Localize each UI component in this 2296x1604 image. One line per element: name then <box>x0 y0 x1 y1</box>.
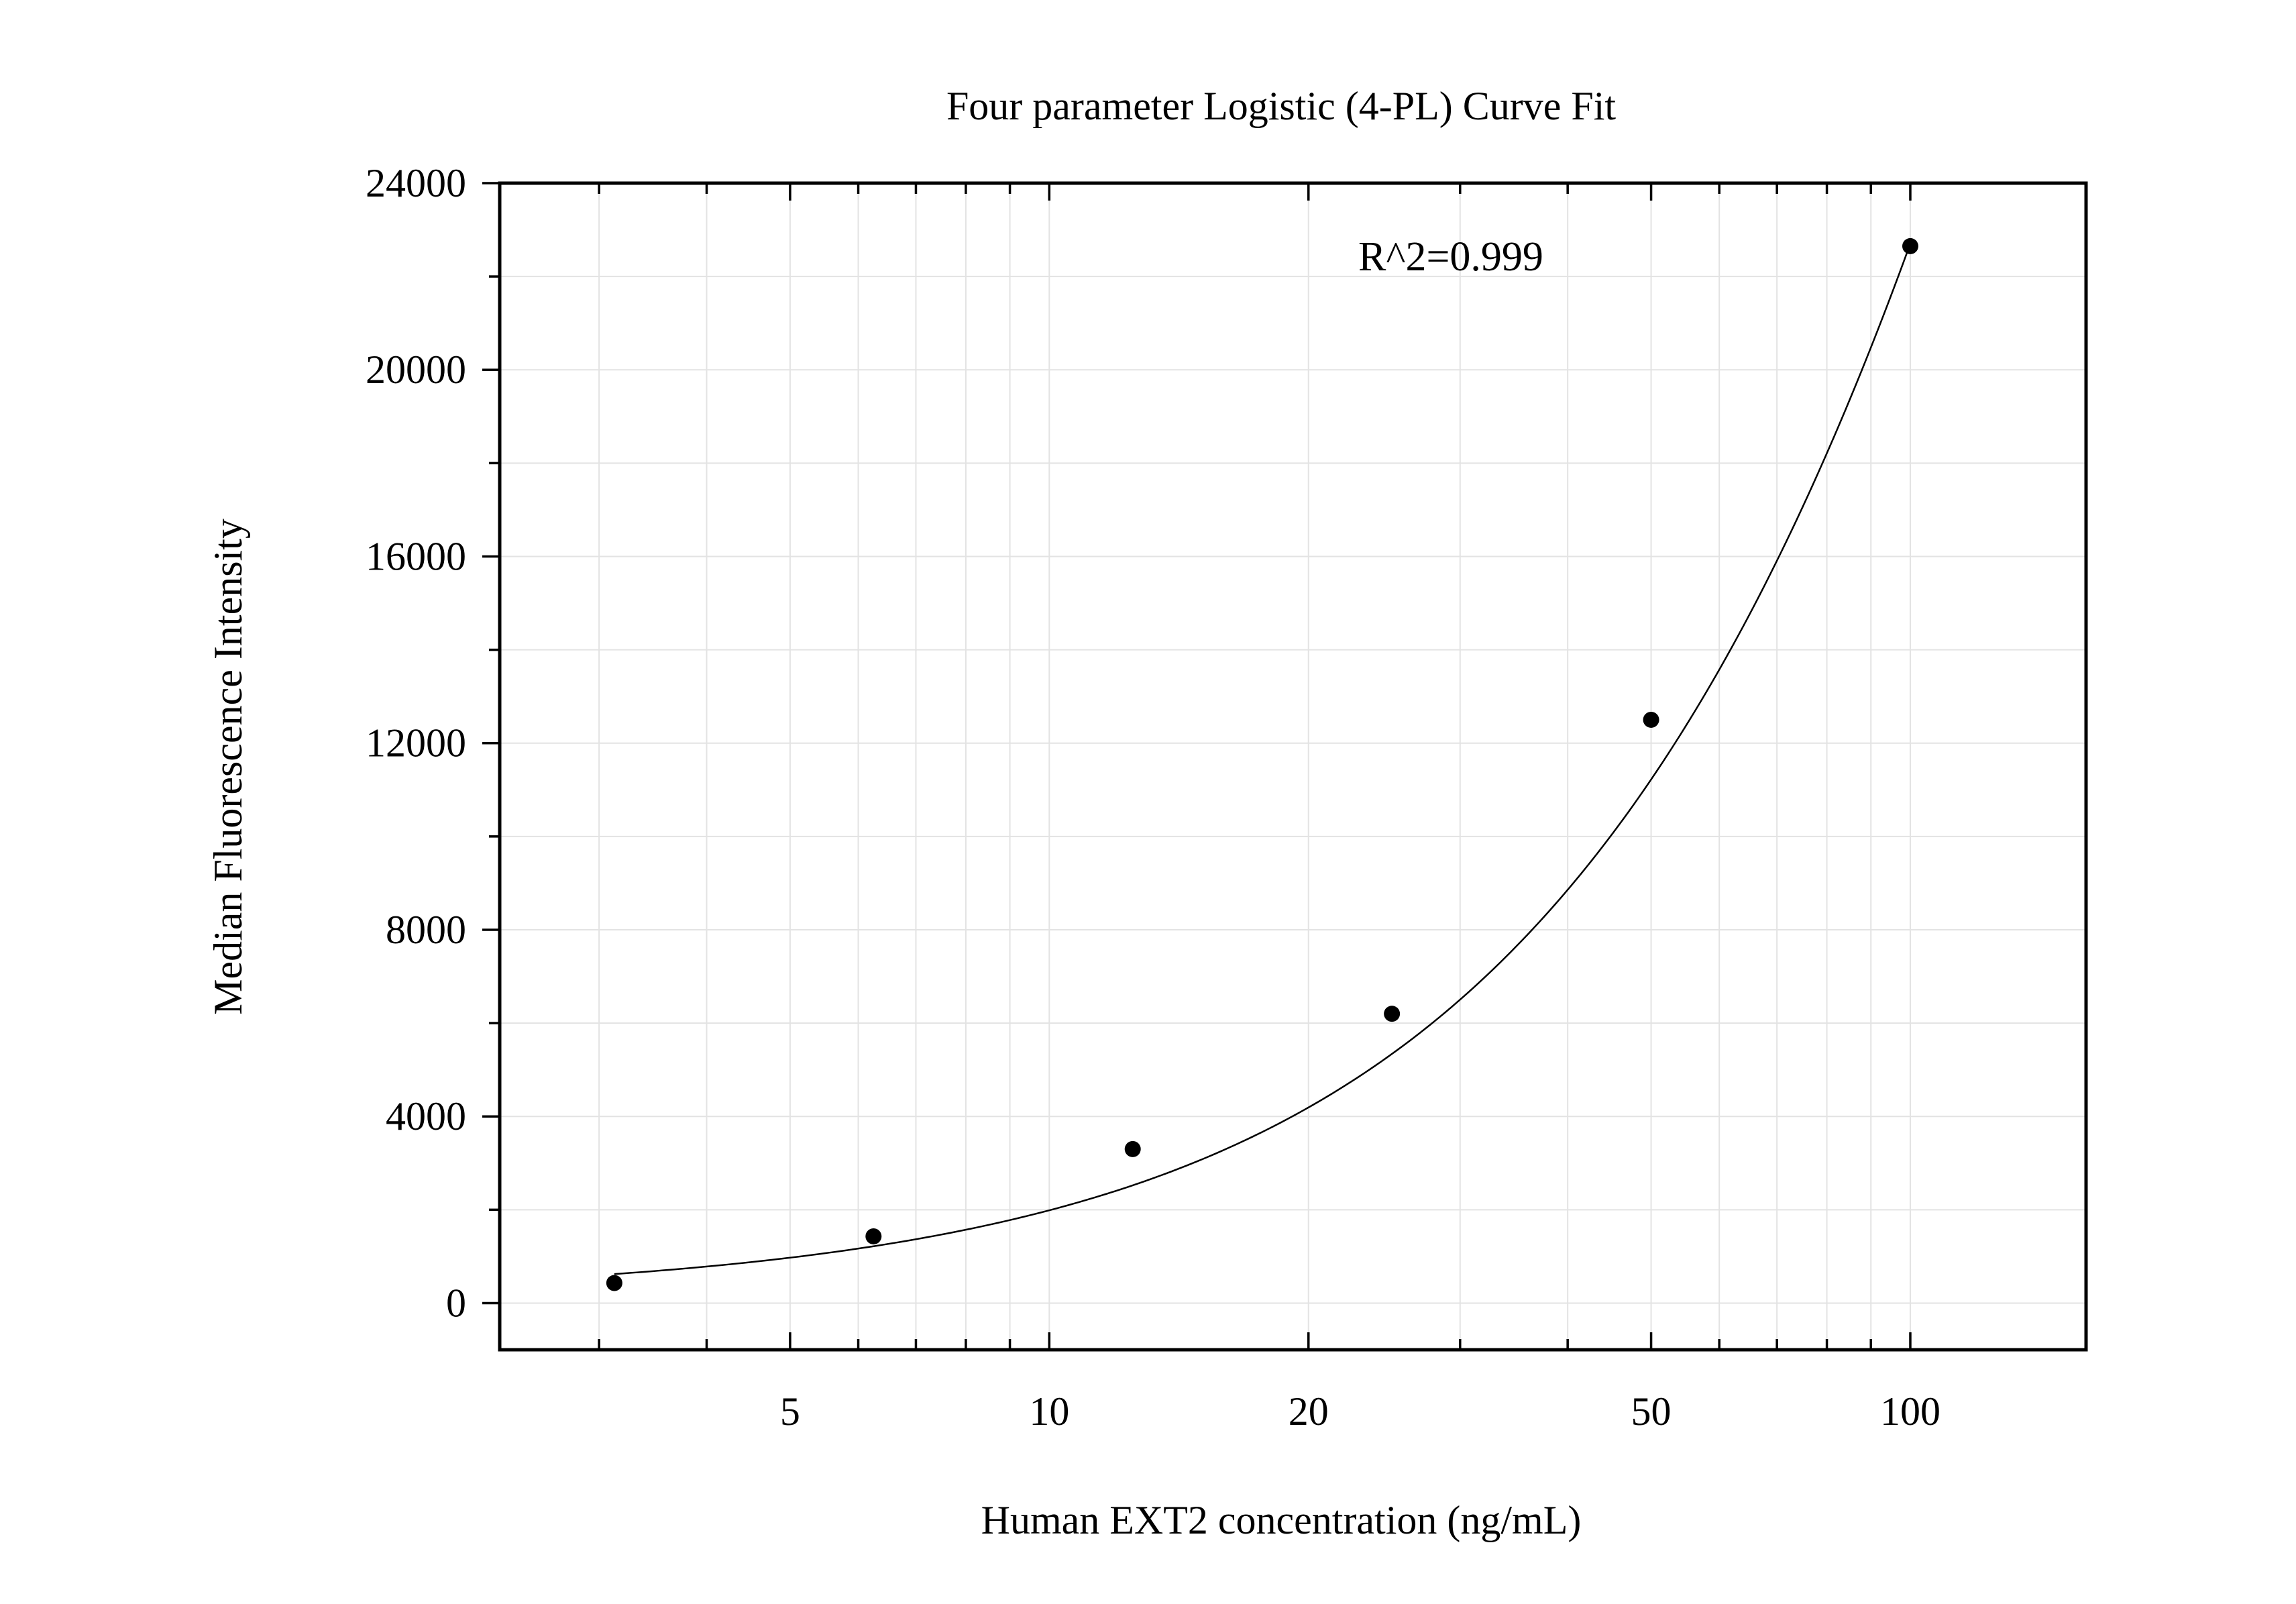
y-axis-title: Median Fluorescence Intensity <box>206 519 250 1015</box>
x-tick-label: 5 <box>780 1389 800 1434</box>
y-tick-label: 8000 <box>386 908 466 952</box>
tick-labels: 5 10 20 50 100 0 4000 8000 12000 16000 20000 24000 <box>366 161 1940 1434</box>
data-point <box>1643 711 1659 728</box>
data-point <box>1384 1006 1401 1022</box>
y-tick-label: 24000 <box>366 161 466 205</box>
data-points <box>606 237 1918 1291</box>
axis-ticks <box>482 182 1912 1350</box>
chart-title: Four parameter Logistic (4-PL) Curve Fit <box>946 84 1616 128</box>
data-point <box>606 1275 622 1291</box>
y-tick-label: 4000 <box>386 1094 466 1138</box>
y-tick-label: 0 <box>446 1281 466 1325</box>
y-tick-label: 16000 <box>366 534 466 578</box>
grid <box>500 182 2086 1350</box>
data-point <box>865 1228 882 1244</box>
x-tick-label: 20 <box>1289 1389 1329 1434</box>
r-squared-annotation: R^2=0.999 <box>1358 234 1543 280</box>
y-tick-label: 12000 <box>366 721 466 765</box>
x-tick-label: 10 <box>1029 1389 1069 1434</box>
data-point <box>1902 237 1918 254</box>
y-tick-label: 20000 <box>366 347 466 392</box>
x-tick-label: 100 <box>1880 1389 1940 1434</box>
fit-curve <box>614 243 1912 1275</box>
plot-frame <box>498 181 2088 1352</box>
x-tick-label: 50 <box>1631 1389 1672 1434</box>
data-point <box>1124 1140 1141 1157</box>
x-axis-title: Human EXT2 concentration (ng/mL) <box>981 1498 1582 1542</box>
